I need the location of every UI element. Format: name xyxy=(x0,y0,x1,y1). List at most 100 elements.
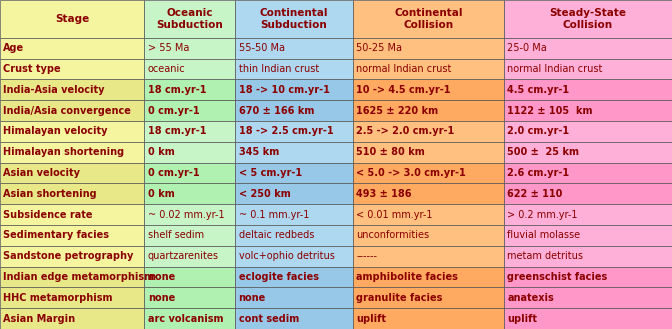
Bar xyxy=(0,266,144,288)
Text: Sedimentary facies: Sedimentary facies xyxy=(3,230,110,240)
Bar xyxy=(144,246,235,266)
Text: > 0.2 mm.yr-1: > 0.2 mm.yr-1 xyxy=(507,210,578,220)
Text: 2.5 -> 2.0 cm.yr-1: 2.5 -> 2.0 cm.yr-1 xyxy=(356,126,454,137)
Bar xyxy=(235,246,353,266)
Text: 2.6 cm.yr-1: 2.6 cm.yr-1 xyxy=(507,168,569,178)
Bar xyxy=(353,308,504,329)
Bar xyxy=(144,38,235,59)
Bar xyxy=(504,38,672,59)
Text: oceanic: oceanic xyxy=(148,64,185,74)
Bar xyxy=(144,142,235,163)
Bar xyxy=(144,100,235,121)
Bar xyxy=(353,121,504,142)
Text: Asian Margin: Asian Margin xyxy=(3,314,75,324)
Text: deltaic redbeds: deltaic redbeds xyxy=(239,230,314,240)
Text: 500 ±  25 km: 500 ± 25 km xyxy=(507,147,579,157)
Text: Asian velocity: Asian velocity xyxy=(3,168,81,178)
Text: cont sedim: cont sedim xyxy=(239,314,299,324)
Text: Stage: Stage xyxy=(55,14,89,24)
Text: Himalayan shortening: Himalayan shortening xyxy=(3,147,124,157)
Bar xyxy=(353,142,504,163)
Text: anatexis: anatexis xyxy=(507,293,554,303)
Text: 0 cm.yr-1: 0 cm.yr-1 xyxy=(148,106,200,115)
Bar xyxy=(144,59,235,79)
Text: < 0.01 mm.yr-1: < 0.01 mm.yr-1 xyxy=(356,210,433,220)
Text: 670 ± 166 km: 670 ± 166 km xyxy=(239,106,314,115)
Text: 1122 ± 105  km: 1122 ± 105 km xyxy=(507,106,593,115)
Text: < 5.0 -> 3.0 cm.yr-1: < 5.0 -> 3.0 cm.yr-1 xyxy=(356,168,466,178)
Bar xyxy=(0,142,144,163)
Text: quartzarenites: quartzarenites xyxy=(148,251,219,261)
Bar xyxy=(235,100,353,121)
Text: 10 -> 4.5 cm.yr-1: 10 -> 4.5 cm.yr-1 xyxy=(356,85,451,95)
Bar xyxy=(144,79,235,100)
Bar xyxy=(235,266,353,288)
Text: Oceanic
Subduction: Oceanic Subduction xyxy=(157,8,223,30)
Text: Steady-State
Collision: Steady-State Collision xyxy=(550,8,626,30)
Text: 0 km: 0 km xyxy=(148,189,175,199)
Text: normal Indian crust: normal Indian crust xyxy=(356,64,452,74)
Text: normal Indian crust: normal Indian crust xyxy=(507,64,603,74)
Text: none: none xyxy=(148,272,175,282)
Text: < 250 km: < 250 km xyxy=(239,189,290,199)
Text: 493 ± 186: 493 ± 186 xyxy=(356,189,412,199)
Bar xyxy=(353,79,504,100)
Bar xyxy=(235,163,353,184)
Text: 510 ± 80 km: 510 ± 80 km xyxy=(356,147,425,157)
Bar xyxy=(144,163,235,184)
Bar xyxy=(144,225,235,246)
Text: 1625 ± 220 km: 1625 ± 220 km xyxy=(356,106,438,115)
Bar xyxy=(0,288,144,308)
Bar xyxy=(144,184,235,204)
Bar xyxy=(353,100,504,121)
Text: eclogite facies: eclogite facies xyxy=(239,272,319,282)
Text: 55-50 Ma: 55-50 Ma xyxy=(239,43,284,53)
Text: Continental
Subduction: Continental Subduction xyxy=(260,8,328,30)
Bar xyxy=(353,184,504,204)
Bar xyxy=(235,225,353,246)
Bar xyxy=(504,204,672,225)
Text: 345 km: 345 km xyxy=(239,147,279,157)
Bar xyxy=(235,204,353,225)
Bar xyxy=(144,308,235,329)
Text: < 5 cm.yr-1: < 5 cm.yr-1 xyxy=(239,168,302,178)
Bar xyxy=(504,100,672,121)
Bar xyxy=(353,0,504,38)
Bar xyxy=(504,184,672,204)
Bar xyxy=(353,38,504,59)
Text: 18 cm.yr-1: 18 cm.yr-1 xyxy=(148,126,206,137)
Text: 18 -> 2.5 cm.yr-1: 18 -> 2.5 cm.yr-1 xyxy=(239,126,333,137)
Text: Subsidence rate: Subsidence rate xyxy=(3,210,93,220)
Bar xyxy=(504,288,672,308)
Bar xyxy=(235,59,353,79)
Bar xyxy=(504,0,672,38)
Text: shelf sedim: shelf sedim xyxy=(148,230,204,240)
Text: Age: Age xyxy=(3,43,24,53)
Bar xyxy=(353,225,504,246)
Text: HHC metamorphism: HHC metamorphism xyxy=(3,293,113,303)
Text: 2.0 cm.yr-1: 2.0 cm.yr-1 xyxy=(507,126,569,137)
Text: amphibolite facies: amphibolite facies xyxy=(356,272,458,282)
Text: Sandstone petrography: Sandstone petrography xyxy=(3,251,134,261)
Bar xyxy=(504,308,672,329)
Text: Asian shortening: Asian shortening xyxy=(3,189,97,199)
Text: 50-25 Ma: 50-25 Ma xyxy=(356,43,402,53)
Bar xyxy=(235,38,353,59)
Bar xyxy=(235,0,353,38)
Bar xyxy=(0,308,144,329)
Text: 4.5 cm.yr-1: 4.5 cm.yr-1 xyxy=(507,85,569,95)
Bar xyxy=(235,288,353,308)
Text: unconformities: unconformities xyxy=(356,230,429,240)
Bar xyxy=(504,59,672,79)
Text: Himalayan velocity: Himalayan velocity xyxy=(3,126,108,137)
Text: 25-0 Ma: 25-0 Ma xyxy=(507,43,547,53)
Bar xyxy=(144,266,235,288)
Bar xyxy=(0,246,144,266)
Bar xyxy=(0,225,144,246)
Text: fluvial molasse: fluvial molasse xyxy=(507,230,581,240)
Text: Continental
Collision: Continental Collision xyxy=(394,8,462,30)
Bar xyxy=(0,163,144,184)
Text: arc volcanism: arc volcanism xyxy=(148,314,223,324)
Text: ~ 0.02 mm.yr-1: ~ 0.02 mm.yr-1 xyxy=(148,210,224,220)
Bar xyxy=(353,59,504,79)
